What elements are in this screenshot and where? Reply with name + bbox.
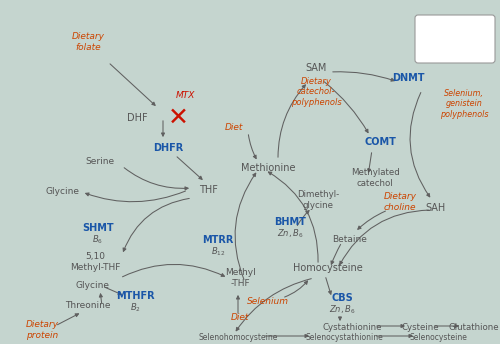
FancyBboxPatch shape [415,15,495,63]
Text: Methylated
catechol: Methylated catechol [350,168,400,188]
Text: Glycine: Glycine [45,187,79,196]
Text: BHMT: BHMT [274,217,306,227]
Text: $B_2$: $B_2$ [130,302,140,314]
Text: Dietary
choline: Dietary choline [384,192,416,212]
Text: $Zn, B_6$: $Zn, B_6$ [276,228,303,240]
Text: $B_6$: $B_6$ [92,234,104,246]
Text: Selenium,
genistein
polyphenols: Selenium, genistein polyphenols [440,89,488,119]
Text: Homocysteine: Homocysteine [293,263,363,273]
Text: Serine: Serine [86,158,114,166]
Text: THF: THF [198,185,218,195]
Text: Glycine: Glycine [75,281,109,290]
Text: Selenocysteine: Selenocysteine [409,333,467,343]
Text: Selenocystathionine: Selenocystathionine [305,333,383,343]
Text: Glutathione: Glutathione [448,323,500,333]
Text: Threonine: Threonine [65,301,111,311]
Text: MTRR: MTRR [202,235,234,245]
Text: Selenohomocysteine: Selenohomocysteine [198,333,278,343]
Text: Cystathionine: Cystathionine [322,323,382,333]
Text: ✕: ✕ [168,106,188,130]
Text: SAM: SAM [306,63,326,73]
Text: Betaine: Betaine [332,236,368,245]
Text: Dietary
protein: Dietary protein [26,320,58,340]
Text: 5,10
Methyl-THF: 5,10 Methyl-THF [70,252,120,272]
Text: CBS: CBS [331,293,353,303]
Text: Dietary
folate: Dietary folate [72,32,104,52]
Text: $B_{12}$: $B_{12}$ [210,246,226,258]
Text: Dimethyl-
glycine: Dimethyl- glycine [297,190,339,210]
Text: DNA
methylation: DNA methylation [426,28,484,50]
Text: Diet: Diet [231,313,249,323]
Text: DHFR: DHFR [153,143,183,153]
Text: Methyl
-THF: Methyl -THF [224,268,256,288]
Text: MTHFR: MTHFR [116,291,154,301]
Text: DHF: DHF [128,113,148,123]
Text: Dietary
catechol-
polyphenols: Dietary catechol- polyphenols [290,77,342,107]
Text: Methionine: Methionine [241,163,295,173]
Text: SHMT: SHMT [82,223,114,233]
Text: Diet: Diet [225,123,243,132]
Text: Cysteine: Cysteine [401,323,439,333]
Text: DNMT: DNMT [392,73,424,83]
Text: COMT: COMT [364,137,396,147]
Text: MTX: MTX [176,90,195,99]
Text: SAH: SAH [425,203,445,213]
Text: Selenium: Selenium [247,298,289,307]
Text: $Zn, B_6$: $Zn, B_6$ [328,304,355,316]
